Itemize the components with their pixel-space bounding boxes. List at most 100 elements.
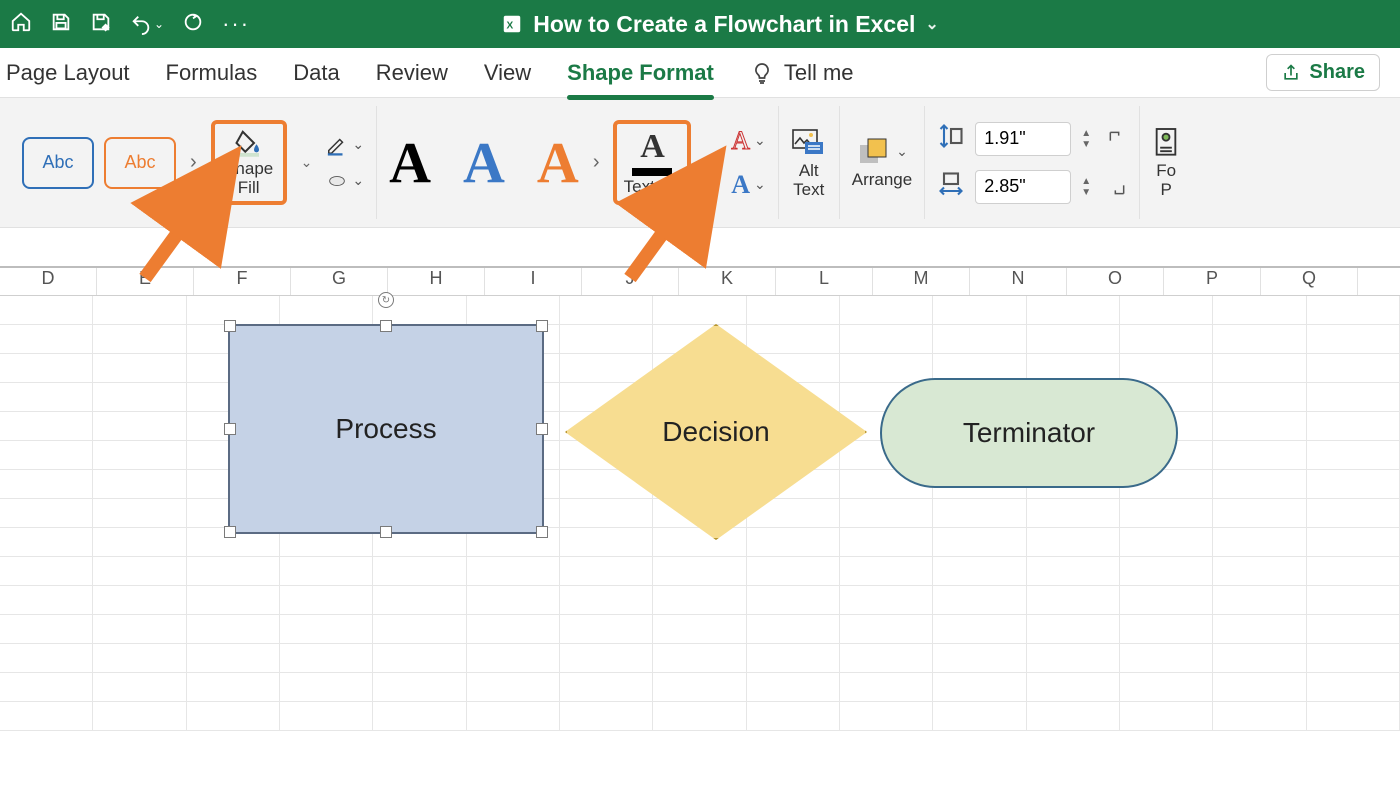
- format-pane-group: Fo P: [1140, 106, 1180, 219]
- shape-style-preset-2[interactable]: Abc: [104, 137, 176, 189]
- column-header[interactable]: K: [679, 268, 776, 295]
- tab-data[interactable]: Data: [293, 54, 339, 92]
- wordart-preset-2[interactable]: A: [463, 129, 505, 196]
- lightbulb-icon: [750, 61, 774, 85]
- tab-view[interactable]: View: [484, 54, 531, 92]
- terminator-shape[interactable]: Terminator: [880, 378, 1178, 488]
- tab-page-layout[interactable]: Page Layout: [6, 54, 130, 92]
- wordart-more[interactable]: ›: [589, 151, 604, 174]
- more-icon[interactable]: ···: [222, 11, 250, 37]
- shape-width-value: 2.85": [984, 176, 1025, 197]
- save-icon[interactable]: [50, 11, 72, 38]
- resize-handle[interactable]: [536, 526, 548, 538]
- shape-height-input[interactable]: 1.91": [975, 122, 1071, 156]
- text-fill-label: Text Fill: [624, 178, 682, 197]
- tab-formulas[interactable]: Formulas: [166, 54, 258, 92]
- shape-outline-effects: ⌄ ⌄: [326, 134, 364, 192]
- text-outline-button[interactable]: A⌄: [731, 126, 766, 156]
- save-as-icon[interactable]: [90, 11, 112, 38]
- ribbon-tabs: Page Layout Formulas Data Review View Sh…: [0, 48, 1400, 98]
- wordart-preset-1[interactable]: A: [389, 129, 431, 196]
- pen-outline-icon: [326, 134, 348, 156]
- shape-height-value: 1.91": [984, 128, 1025, 149]
- undo-icon[interactable]: ⌄: [130, 13, 164, 35]
- alt-text-group: Alt Text: [779, 106, 840, 219]
- column-header[interactable]: M: [873, 268, 970, 295]
- column-header[interactable]: D: [0, 268, 97, 295]
- share-button[interactable]: Share: [1266, 54, 1380, 91]
- resize-handle[interactable]: [224, 423, 236, 435]
- resize-handle[interactable]: [224, 320, 236, 332]
- share-icon: [1281, 63, 1301, 83]
- alt-text-icon: [791, 126, 827, 160]
- column-header[interactable]: L: [776, 268, 873, 295]
- column-header[interactable]: E: [97, 268, 194, 295]
- title-bar: ⌄ ··· X How to Create a Flowchart in Exc…: [0, 0, 1400, 48]
- document-title[interactable]: X How to Create a Flowchart in Excel ⌄: [250, 11, 1190, 38]
- shape-fill-button[interactable]: Shape Fill: [219, 128, 279, 197]
- resize-handle[interactable]: [536, 320, 548, 332]
- arrange-button[interactable]: ⌄ Arrange: [852, 135, 912, 190]
- tell-me[interactable]: Tell me: [750, 60, 854, 86]
- decision-shape[interactable]: Decision: [565, 324, 867, 540]
- column-header[interactable]: I: [485, 268, 582, 295]
- wordart-styles-group: A A A › A Text Fill ⌄ A⌄ A⌄: [377, 106, 779, 219]
- wordart-preset-3[interactable]: A: [537, 129, 579, 196]
- terminator-label: Terminator: [963, 417, 1095, 449]
- alt-text-label: Alt Text: [793, 162, 824, 199]
- format-pane-label: Fo P: [1156, 162, 1176, 199]
- shapes-overlay: Process ↻ Decision Terminator: [0, 296, 1400, 802]
- shape-fill-dropdown[interactable]: ⌄: [297, 154, 317, 171]
- decision-label: Decision: [662, 416, 769, 448]
- shape-fill-label: Shape Fill: [224, 160, 273, 197]
- shape-effects-button[interactable]: ⌄: [326, 170, 364, 192]
- share-label: Share: [1309, 61, 1365, 84]
- shape-styles-group: Abc Abc › Shape Fill ⌄ ⌄ ⌄: [10, 106, 377, 219]
- crop-top-icon: [1107, 129, 1127, 149]
- redo-icon[interactable]: [182, 11, 204, 38]
- text-fill-button[interactable]: A Text Fill: [621, 128, 683, 196]
- rotate-handle[interactable]: ↻: [378, 292, 394, 308]
- column-headers: DEFGHIJKLMNOPQ: [0, 268, 1400, 296]
- shape-width-input[interactable]: 2.85": [975, 170, 1071, 204]
- column-header[interactable]: P: [1164, 268, 1261, 295]
- column-header[interactable]: J: [582, 268, 679, 295]
- resize-handle[interactable]: [380, 526, 392, 538]
- shape-styles-more[interactable]: ›: [186, 151, 201, 174]
- process-shape[interactable]: Process ↻: [228, 324, 544, 534]
- column-header[interactable]: G: [291, 268, 388, 295]
- excel-file-icon: X: [501, 13, 523, 35]
- tab-shape-format[interactable]: Shape Format: [567, 54, 714, 92]
- column-header[interactable]: O: [1067, 268, 1164, 295]
- shape-fill-highlight: Shape Fill: [211, 120, 287, 205]
- resize-handle[interactable]: [536, 423, 548, 435]
- text-effects-button[interactable]: A⌄: [731, 170, 766, 200]
- text-fill-dropdown[interactable]: ⌄: [701, 154, 721, 171]
- width-spinner[interactable]: ▲▼: [1081, 176, 1097, 198]
- shape-style-preset-1[interactable]: Abc: [22, 137, 94, 189]
- format-pane-icon: [1152, 126, 1180, 160]
- tab-review[interactable]: Review: [376, 54, 448, 92]
- effects-icon: [326, 170, 348, 192]
- worksheet-area: DEFGHIJKLMNOPQ Process ↻ Decision Termin…: [0, 228, 1400, 734]
- formula-bar-placeholder: [0, 228, 1400, 268]
- arrange-icon: [856, 135, 892, 169]
- arrange-label: Arrange: [852, 171, 912, 190]
- shape-outline-button[interactable]: ⌄: [326, 134, 364, 156]
- column-header[interactable]: Q: [1261, 268, 1358, 295]
- format-pane-button[interactable]: Fo P: [1152, 126, 1180, 199]
- process-label: Process: [335, 413, 436, 445]
- tell-me-label: Tell me: [784, 60, 854, 86]
- resize-handle[interactable]: [224, 526, 236, 538]
- paint-bucket-icon: [234, 128, 264, 158]
- svg-text:X: X: [507, 21, 514, 32]
- column-header[interactable]: N: [970, 268, 1067, 295]
- column-header[interactable]: F: [194, 268, 291, 295]
- column-header[interactable]: H: [388, 268, 485, 295]
- resize-handle[interactable]: [380, 320, 392, 332]
- ribbon: Abc Abc › Shape Fill ⌄ ⌄ ⌄ A A A › A Tex…: [0, 98, 1400, 228]
- home-icon[interactable]: [10, 11, 32, 38]
- alt-text-button[interactable]: Alt Text: [791, 126, 827, 199]
- height-icon: [937, 122, 965, 155]
- height-spinner[interactable]: ▲▼: [1081, 128, 1097, 150]
